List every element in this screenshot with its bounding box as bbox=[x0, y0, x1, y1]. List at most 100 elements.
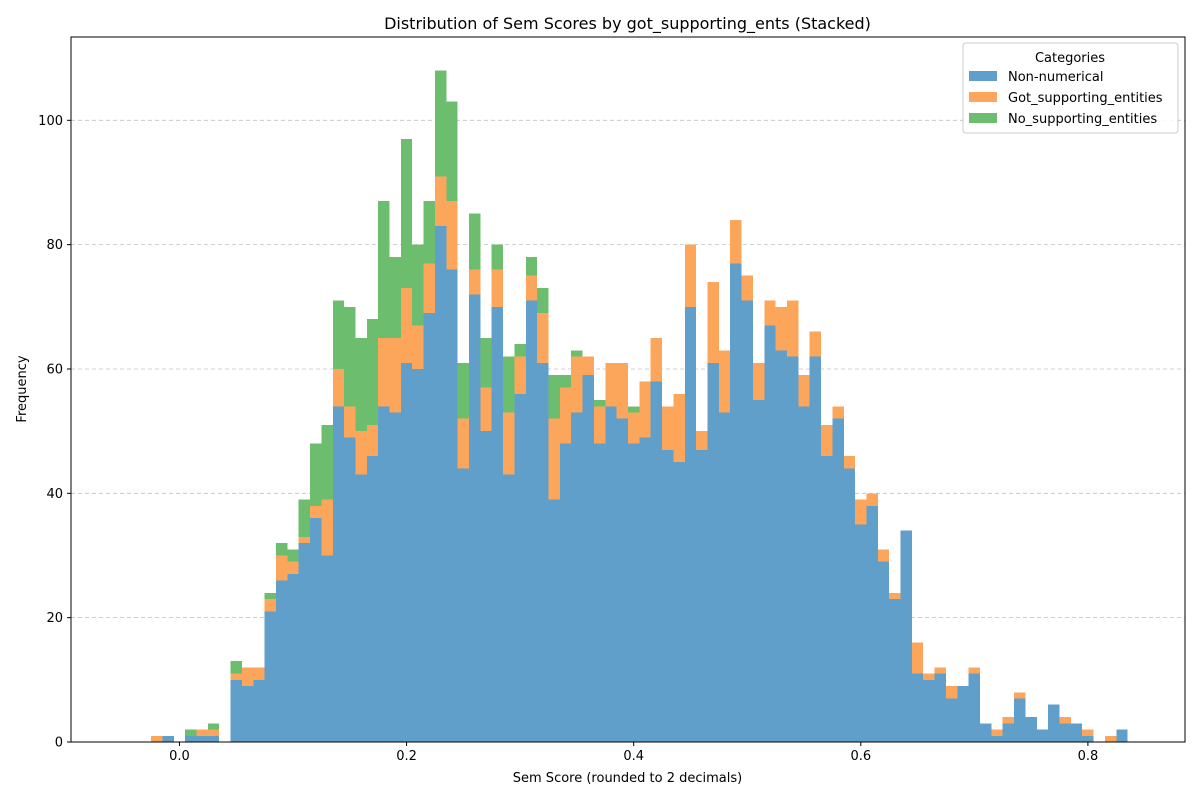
bar-segment-no-supporting bbox=[514, 344, 526, 357]
bar-segment-non-numerical bbox=[1059, 723, 1071, 742]
bar-segment-got-supporting bbox=[1014, 692, 1026, 699]
bar-segment-non-numerical bbox=[264, 611, 276, 742]
bar-segment-got-supporting bbox=[503, 412, 515, 475]
bar-segment-got-supporting bbox=[332, 368, 345, 407]
bar-segment-got-supporting bbox=[310, 505, 322, 519]
bar-segment-non-numerical bbox=[866, 505, 878, 742]
bar-segment-non-numerical bbox=[230, 679, 242, 742]
bar-segment-got-supporting bbox=[764, 300, 776, 326]
bar-segment-no-supporting bbox=[366, 319, 379, 425]
bar-segment-got-supporting bbox=[400, 288, 413, 363]
bar-segment-non-numerical bbox=[378, 406, 390, 742]
bar-segment-got-supporting bbox=[1002, 717, 1015, 724]
bar-segment-non-numerical bbox=[900, 530, 912, 742]
bar-segment-no-supporting bbox=[389, 257, 401, 338]
bar-segment-no-supporting bbox=[593, 400, 606, 407]
bar-segment-non-numerical bbox=[344, 437, 356, 742]
bar-segment-got-supporting bbox=[821, 424, 833, 457]
bar-segment-non-numerical bbox=[287, 574, 299, 742]
bar-segment-no-supporting bbox=[446, 101, 458, 202]
bar-segment-non-numerical bbox=[1025, 717, 1037, 742]
bar-segment-non-numerical bbox=[616, 418, 628, 742]
legend-entry-label: No_supporting_entities bbox=[1008, 112, 1157, 127]
bar-segment-got-supporting bbox=[945, 686, 958, 699]
bar-segment-no-supporting bbox=[503, 356, 515, 413]
bar-segment-non-numerical bbox=[707, 362, 719, 742]
bar-segment-got-supporting bbox=[366, 424, 379, 457]
bar-segment-got-supporting bbox=[775, 306, 787, 351]
bar-segment-non-numerical bbox=[1048, 704, 1060, 742]
bar-segment-got-supporting bbox=[548, 418, 560, 500]
bar-segment-got-supporting bbox=[616, 362, 628, 419]
bar-segment-non-numerical bbox=[696, 449, 708, 742]
bar-segment-non-numerical bbox=[775, 350, 787, 742]
bar-segment-got-supporting bbox=[684, 244, 697, 307]
bars-layer bbox=[151, 70, 1128, 743]
bar-segment-got-supporting bbox=[673, 393, 685, 463]
y-tick-label: 40 bbox=[46, 487, 63, 502]
bar-segment-got-supporting bbox=[605, 362, 617, 407]
bar-segment-non-numerical bbox=[855, 524, 867, 742]
bar-segment-non-numerical bbox=[741, 300, 753, 742]
bar-segment-got-supporting bbox=[730, 219, 742, 264]
bar-segment-non-numerical bbox=[786, 356, 799, 742]
bar-segment-no-supporting bbox=[400, 138, 413, 289]
y-tick-label: 60 bbox=[46, 362, 63, 377]
bar-segment-non-numerical bbox=[1070, 723, 1083, 742]
bar-segment-got-supporting bbox=[855, 499, 867, 525]
bar-segment-got-supporting bbox=[469, 269, 481, 295]
bar-segment-non-numerical bbox=[412, 368, 424, 742]
bar-segment-non-numerical bbox=[457, 468, 470, 742]
bar-segment-non-numerical bbox=[809, 356, 822, 742]
bar-segment-non-numerical bbox=[752, 400, 765, 742]
bar-segment-non-numerical bbox=[241, 686, 254, 742]
bar-segment-got-supporting bbox=[628, 412, 640, 444]
bar-segment-got-supporting bbox=[230, 673, 242, 680]
bar-segment-non-numerical bbox=[400, 362, 413, 742]
bar-segment-non-numerical bbox=[298, 543, 311, 742]
bar-segment-no-supporting bbox=[412, 244, 424, 326]
bar-segment-got-supporting bbox=[378, 337, 390, 407]
bar-segment-got-supporting bbox=[264, 599, 276, 612]
x-tick-label: 0.2 bbox=[396, 749, 417, 764]
bar-segment-non-numerical bbox=[889, 599, 901, 742]
bar-segment-non-numerical bbox=[991, 735, 1003, 742]
bar-segment-got-supporting bbox=[718, 350, 731, 413]
bar-segment-no-supporting bbox=[230, 661, 242, 674]
bar-segment-no-supporting bbox=[207, 723, 220, 730]
bar-segment-got-supporting bbox=[275, 555, 288, 581]
bar-segment-no-supporting bbox=[469, 213, 481, 270]
bar-segment-got-supporting bbox=[412, 325, 424, 369]
bar-segment-got-supporting bbox=[559, 387, 572, 444]
bar-segment-no-supporting bbox=[344, 306, 356, 407]
legend-items: Non-numerical Got_supporting_entities No_s… bbox=[969, 70, 1163, 127]
bar-segment-no-supporting bbox=[310, 443, 322, 506]
bar-segment-no-supporting bbox=[355, 337, 367, 432]
bar-segment-got-supporting bbox=[321, 499, 333, 556]
bar-segment-no-supporting bbox=[548, 375, 560, 419]
bar-segment-non-numerical bbox=[764, 325, 776, 742]
bar-segment-non-numerical bbox=[366, 456, 379, 742]
bar-segment-no-supporting bbox=[491, 244, 504, 270]
bar-segment-non-numerical bbox=[684, 306, 697, 742]
bar-segment-non-numerical bbox=[968, 673, 981, 742]
bar-segment-no-supporting bbox=[525, 257, 538, 276]
bar-segment-non-numerical bbox=[593, 443, 606, 742]
bar-segment-no-supporting bbox=[332, 300, 345, 369]
bar-segment-got-supporting bbox=[525, 275, 538, 301]
bar-segment-got-supporting bbox=[434, 176, 447, 226]
bar-segment-non-numerical bbox=[446, 269, 458, 742]
bar-segment-got-supporting bbox=[809, 331, 822, 357]
bar-segment-non-numerical bbox=[923, 679, 935, 742]
bar-segment-got-supporting bbox=[832, 406, 844, 419]
bar-segment-non-numerical bbox=[1002, 723, 1015, 742]
bar-segment-non-numerical bbox=[718, 412, 731, 742]
bar-segment-got-supporting bbox=[741, 275, 753, 301]
bar-segment-non-numerical bbox=[957, 686, 969, 742]
bar-segment-no-supporting bbox=[275, 543, 288, 556]
bar-segment-no-supporting bbox=[423, 201, 435, 264]
bar-segment-non-numerical bbox=[1116, 729, 1128, 742]
bar-segment-got-supporting bbox=[593, 406, 606, 444]
bar-segment-non-numerical bbox=[253, 679, 265, 742]
bar-segment-got-supporting bbox=[1059, 717, 1071, 724]
